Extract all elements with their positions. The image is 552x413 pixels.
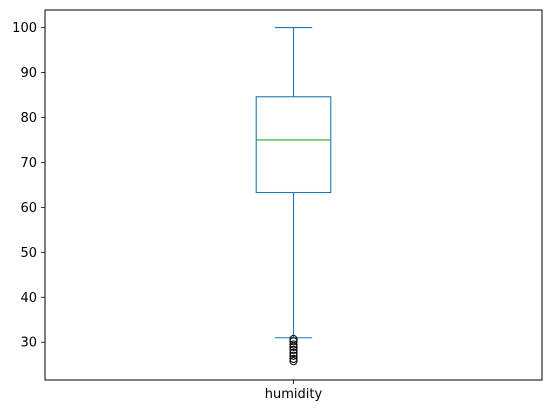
outlier-point [289, 357, 298, 366]
y-tick-label-40: 40 [20, 291, 37, 306]
outlier-point [289, 354, 298, 363]
box-iqr [255, 96, 332, 194]
box-plot [255, 26, 332, 366]
outlier-point [289, 345, 298, 354]
x-axis: humidity [265, 380, 323, 402]
y-tick-label-60: 60 [20, 201, 37, 216]
y-tick-label-30: 30 [20, 336, 37, 351]
outlier-point [289, 337, 298, 346]
outlier-point [289, 340, 298, 349]
y-tick-label-100: 100 [12, 21, 37, 36]
y-axis: 30 40 50 60 70 80 90 100 [12, 21, 45, 351]
outlier-point [289, 351, 298, 360]
y-tick-label-90: 90 [20, 66, 37, 81]
y-tick-label-80: 80 [20, 111, 37, 126]
y-tick-label-50: 50 [20, 246, 37, 261]
outlier-point [289, 342, 298, 351]
outlier-point [289, 348, 298, 358]
y-tick-label-70: 70 [20, 156, 37, 171]
x-tick-label-humidity: humidity [265, 387, 323, 402]
